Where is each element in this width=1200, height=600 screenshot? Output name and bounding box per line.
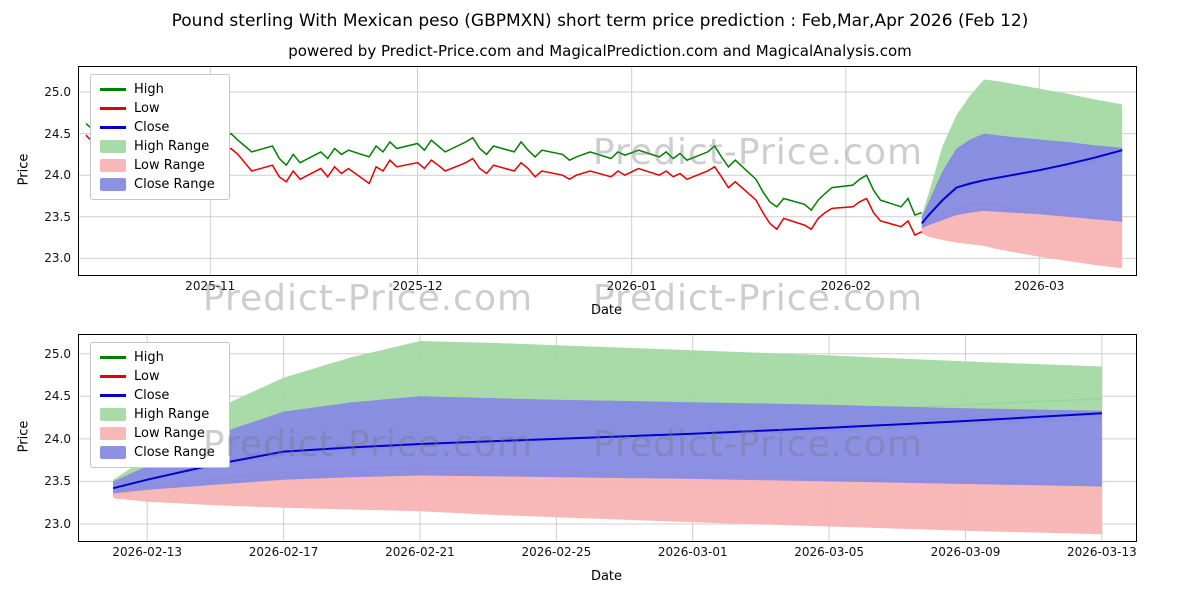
price-forecast-chart: 2026-02-13 2026-02-17 2026-02-21 2026-02-25… — [44, 334, 1137, 559]
legend-swatch-patch — [100, 140, 126, 153]
legend-label: High Range — [134, 139, 210, 154]
y-axis-ticks: 23.0 23.5 24.0 24.5 25.0 — [33, 67, 79, 275]
legend: High Low Close High Range Low Range Close Ran… — [90, 74, 230, 200]
legend-item-close: Close — [100, 120, 215, 135]
price-history-chart: 2025-11 2025-12 2026-01 2026-02 2026-03 23.0… — [44, 66, 1137, 293]
legend-item-close: Close — [100, 388, 215, 403]
legend-label: Low Range — [134, 158, 205, 173]
close-range-band — [113, 396, 1102, 494]
x-axis-ticks: 2025-11 2025-12 2026-01 2026-02 2026-03 — [79, 275, 1136, 293]
y-axis-label: Price — [16, 420, 32, 453]
legend-swatch-line — [100, 375, 126, 378]
x-axis-label: Date — [590, 569, 623, 584]
low-range-band — [113, 465, 1102, 535]
legend-swatch-patch — [100, 427, 126, 440]
low-range-band — [921, 201, 1123, 269]
price-history-plot — [79, 67, 1136, 275]
y-tick-label: 25.0 — [44, 346, 71, 361]
legend-item-low-range: Low Range — [100, 158, 215, 173]
legend-swatch-patch — [100, 159, 126, 172]
legend-item-close-range: Close Range — [100, 445, 215, 460]
x-tick-label: 2026-03 — [1014, 279, 1065, 293]
y-tick-label: 24.0 — [44, 431, 71, 446]
x-tick-label: 2026-02-25 — [521, 545, 592, 559]
legend-swatch-line — [100, 394, 126, 397]
x-axis-ticks: 2026-02-13 2026-02-17 2026-02-21 2026-02-25… — [79, 541, 1136, 559]
x-tick-label: 2026-01 — [606, 279, 657, 293]
x-tick-label: 2026-03-05 — [794, 545, 864, 559]
y-tick-label: 23.5 — [44, 209, 71, 224]
legend-item-high: High — [100, 350, 215, 365]
y-tick-label: 24.5 — [44, 126, 71, 141]
legend-item-high: High — [100, 82, 215, 97]
x-tick-label: 2026-02 — [820, 279, 871, 293]
legend-label: Low — [134, 101, 160, 116]
legend-swatch-patch — [100, 178, 126, 191]
legend-label: Low Range — [134, 426, 205, 441]
legend-label: Close Range — [134, 445, 215, 460]
legend-item-low: Low — [100, 369, 215, 384]
close-range-band — [921, 133, 1123, 229]
x-tick-label: 2026-03-01 — [657, 545, 728, 559]
x-tick-label: 2026-03-09 — [930, 545, 1001, 559]
legend-swatch-line — [100, 356, 126, 359]
legend-item-low-range: Low Range — [100, 426, 215, 441]
legend-swatch-line — [100, 107, 126, 110]
legend-swatch-line — [100, 126, 126, 129]
x-tick-label: 2025-12 — [392, 279, 443, 293]
y-tick-label: 23.0 — [44, 251, 71, 266]
y-tick-label: 25.0 — [44, 84, 71, 99]
legend-item-high-range: High Range — [100, 139, 215, 154]
legend: High Low Close High Range Low Range Close Ran… — [90, 342, 230, 468]
y-tick-label: 23.0 — [44, 516, 71, 531]
series-close — [921, 149, 1123, 225]
legend-item-low: Low — [100, 101, 215, 116]
legend-swatch-patch — [100, 446, 126, 459]
y-tick-label: 24.0 — [44, 168, 71, 183]
page-subtitle: powered by Predict-Price.com and Magical… — [288, 42, 912, 60]
x-tick-label: 2026-02-13 — [112, 545, 183, 559]
legend-label: High Range — [134, 407, 210, 422]
legend-item-high-range: High Range — [100, 407, 215, 422]
legend-label: High — [134, 350, 164, 365]
legend-label: High — [134, 82, 164, 97]
legend-swatch-patch — [100, 408, 126, 421]
price-forecast-plot — [79, 335, 1136, 541]
legend-item-close-range: Close Range — [100, 177, 215, 192]
x-tick-label: 2026-02-17 — [248, 545, 319, 559]
legend-label: Close Range — [134, 177, 215, 192]
x-tick-label: 2026-02-21 — [385, 545, 455, 559]
y-axis-label: Price — [16, 153, 32, 186]
x-axis-label: Date — [590, 303, 623, 318]
legend-label: Close — [134, 388, 170, 403]
page-title: Pound sterling With Mexican peso (GBPMXN… — [171, 11, 1029, 31]
legend-label: Low — [134, 369, 160, 384]
x-tick-label: 2025-11 — [185, 279, 236, 293]
y-tick-label: 24.5 — [44, 389, 71, 404]
y-axis-ticks: 23.0 23.5 24.0 24.5 25.0 — [33, 335, 79, 541]
x-tick-label: 2026-03-13 — [1067, 545, 1137, 559]
legend-swatch-line — [100, 88, 126, 91]
y-tick-label: 23.5 — [44, 474, 71, 489]
legend-label: Close — [134, 120, 170, 135]
